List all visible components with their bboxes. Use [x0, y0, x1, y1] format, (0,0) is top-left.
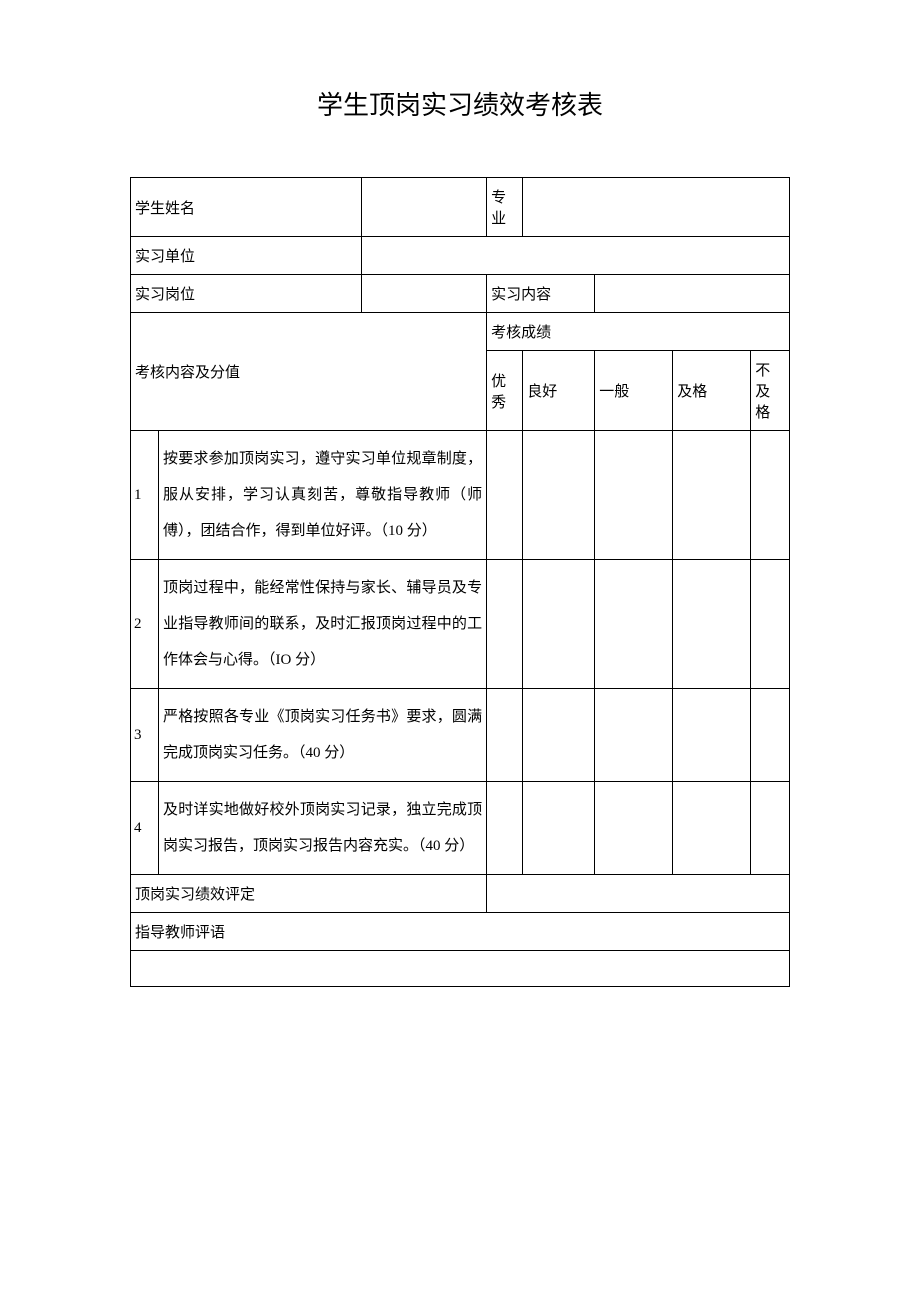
- item-1-excellent[interactable]: [487, 431, 523, 560]
- item-3-num: 3: [131, 689, 159, 782]
- evaluation-table: 学生姓名 专业 实习单位 实习岗位 实习内容 考核内容及分值 考核成绩 优秀 良…: [130, 177, 790, 987]
- value-major[interactable]: [523, 178, 790, 237]
- label-intern-position: 实习岗位: [131, 275, 362, 313]
- value-performance-rating[interactable]: [487, 875, 790, 913]
- item-1-desc: 按要求参加顶岗实习，遵守实习单位规章制度，服从安排，学习认真刻苦，尊敬指导教师（…: [159, 431, 487, 560]
- item-3-good[interactable]: [523, 689, 595, 782]
- value-intern-unit[interactable]: [362, 237, 790, 275]
- value-intern-position[interactable]: [362, 275, 487, 313]
- item-1-average[interactable]: [595, 431, 673, 560]
- item-3-average[interactable]: [595, 689, 673, 782]
- label-intern-unit: 实习单位: [131, 237, 362, 275]
- label-intern-content: 实习内容: [487, 275, 595, 313]
- item-4-excellent[interactable]: [487, 782, 523, 875]
- item-3-desc: 严格按照各专业《顶岗实习任务书》要求，圆满完成顶岗实习任务。（40 分）: [159, 689, 487, 782]
- item-2-num: 2: [131, 560, 159, 689]
- item-2-fail[interactable]: [751, 560, 790, 689]
- item-2-pass[interactable]: [673, 560, 751, 689]
- item-2-excellent[interactable]: [487, 560, 523, 689]
- item-4-num: 4: [131, 782, 159, 875]
- item-4-desc: 及时详实地做好校外顶岗实习记录，独立完成顶岗实习报告，顶岗实习报告内容充实。（4…: [159, 782, 487, 875]
- item-4-pass[interactable]: [673, 782, 751, 875]
- item-3-fail[interactable]: [751, 689, 790, 782]
- value-intern-content[interactable]: [595, 275, 790, 313]
- item-2-desc: 顶岗过程中，能经常性保持与家长、辅导员及专业指导教师间的联系，及时汇报顶岗过程中…: [159, 560, 487, 689]
- item-1-good[interactable]: [523, 431, 595, 560]
- item-4-average[interactable]: [595, 782, 673, 875]
- item-4-good[interactable]: [523, 782, 595, 875]
- item-2-good[interactable]: [523, 560, 595, 689]
- item-1-num: 1: [131, 431, 159, 560]
- item-2-average[interactable]: [595, 560, 673, 689]
- grade-average: 一般: [595, 351, 673, 431]
- label-student-name: 学生姓名: [131, 178, 362, 237]
- grade-pass: 及格: [673, 351, 751, 431]
- item-4-fail[interactable]: [751, 782, 790, 875]
- grade-excellent: 优秀: [487, 351, 523, 431]
- label-major: 专业: [487, 178, 523, 237]
- item-1-pass[interactable]: [673, 431, 751, 560]
- label-assess-grade: 考核成绩: [487, 313, 790, 351]
- item-3-excellent[interactable]: [487, 689, 523, 782]
- grade-good: 良好: [523, 351, 595, 431]
- label-assess-content-score: 考核内容及分值: [131, 313, 487, 431]
- label-teacher-comment: 指导教师评语: [131, 913, 790, 951]
- page-title: 学生顶岗实习绩效考核表: [130, 85, 790, 122]
- grade-fail: 不及格: [751, 351, 790, 431]
- item-3-pass[interactable]: [673, 689, 751, 782]
- item-1-fail[interactable]: [751, 431, 790, 560]
- label-performance-rating: 顶岗实习绩效评定: [131, 875, 487, 913]
- value-student-name[interactable]: [362, 178, 487, 237]
- value-teacher-comment[interactable]: [131, 951, 790, 987]
